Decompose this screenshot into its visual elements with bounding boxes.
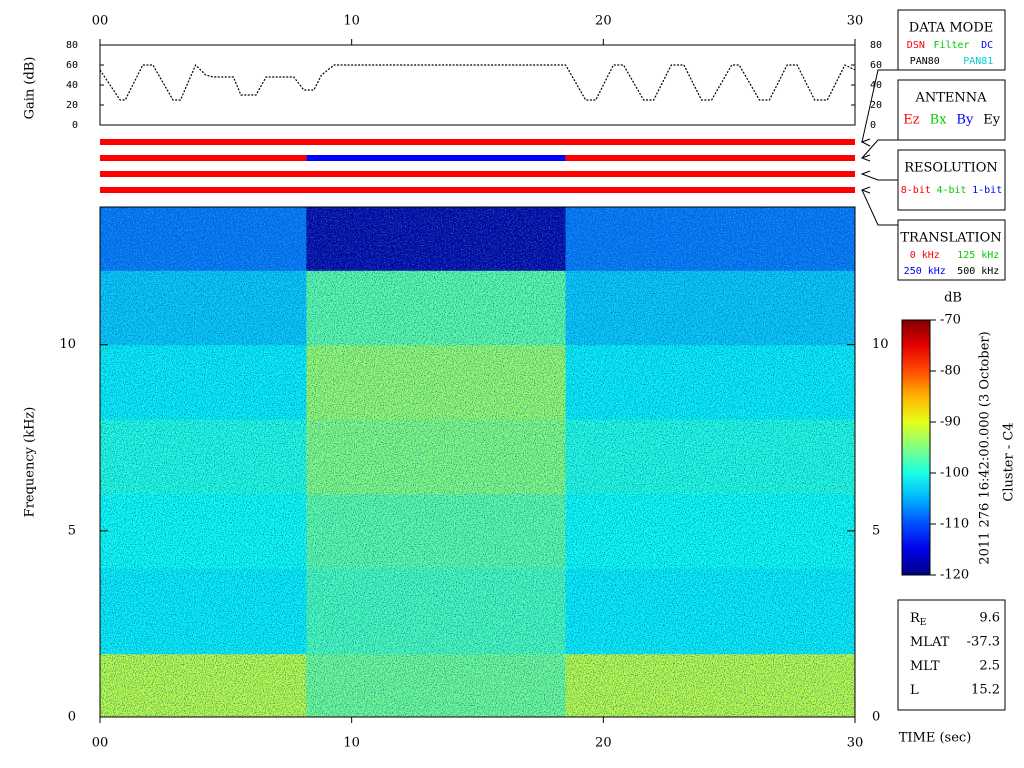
colorbar-tick-label: -100 xyxy=(940,466,969,481)
y-tick-label: 40 xyxy=(66,80,78,91)
y-tick-label: 10 xyxy=(872,337,889,352)
panel-item: PAN81 xyxy=(963,56,993,67)
y-tick-label: 10 xyxy=(59,337,76,352)
info-value: 15.2 xyxy=(971,683,1000,698)
y-tick-label: 20 xyxy=(870,100,882,111)
info-box xyxy=(897,599,1006,711)
y-tick-label: 60 xyxy=(66,60,78,71)
panel-item: PAN80 xyxy=(910,56,940,67)
panel-item: Filter xyxy=(933,40,969,51)
band-segment xyxy=(100,139,855,145)
band-segment xyxy=(100,155,307,161)
x-axis-label: TIME (sec) xyxy=(899,731,972,746)
band-segment xyxy=(100,171,855,177)
panel-item: Ez xyxy=(903,113,919,128)
panel-title: ANTENNA xyxy=(914,91,987,106)
info-label: MLT xyxy=(910,659,940,674)
panel-item: 8-bit xyxy=(901,185,931,196)
panel-title: DATA MODE xyxy=(909,21,993,36)
panel-item: 1-bit xyxy=(972,185,1002,196)
info-label: MLAT xyxy=(910,635,950,650)
connector xyxy=(860,186,898,226)
y-tick-label: 80 xyxy=(870,40,882,51)
panel-item: By xyxy=(956,113,974,128)
panel-item: Ey xyxy=(983,113,1000,128)
info-label: RE xyxy=(910,611,926,628)
y-tick-label: 40 xyxy=(870,80,882,91)
y-tick-label: 0 xyxy=(870,120,876,131)
panel-item: 250 kHz xyxy=(904,266,946,277)
x-tick-label: 30 xyxy=(847,736,864,751)
colorbar-tick-label: -90 xyxy=(940,415,961,430)
x-tick-label: 00 xyxy=(92,14,109,29)
data-mode-box xyxy=(897,9,1006,71)
x-tick-label: 10 xyxy=(343,736,360,751)
y-tick-label: 0 xyxy=(68,710,76,725)
info-label: L xyxy=(910,683,919,698)
colorbar-tick-label: -110 xyxy=(940,517,969,532)
timestamp: 2011 276 16:42:00.000 (3 October) xyxy=(978,331,993,564)
y-axis-label: Gain (dB) xyxy=(23,57,38,120)
antenna-box xyxy=(897,79,1006,141)
panel-item: 500 kHz xyxy=(957,266,999,277)
info-label-text: L xyxy=(910,683,919,698)
y-tick-label: 5 xyxy=(68,523,76,538)
info-label-text: MLT xyxy=(910,659,940,674)
colorbar-label: dB xyxy=(944,291,962,306)
y-tick-label: 0 xyxy=(72,120,78,131)
band-segment xyxy=(306,155,566,161)
colorbar-tick-label: -120 xyxy=(940,568,969,583)
connector xyxy=(860,69,898,147)
panel-item: Bx xyxy=(930,113,948,128)
connector xyxy=(860,139,898,162)
translation-box xyxy=(897,219,1006,281)
x-tick-label: 00 xyxy=(92,736,109,751)
info-label-text: R xyxy=(910,611,921,626)
y-tick-label: 20 xyxy=(66,100,78,111)
resolution-box xyxy=(897,149,1006,211)
info-value: 9.6 xyxy=(979,611,1000,626)
info-value: -37.3 xyxy=(967,635,1000,650)
spacecraft: Cluster - C4 xyxy=(1002,422,1017,501)
y-tick-label: 5 xyxy=(872,523,880,538)
panel-item: 0 kHz xyxy=(910,250,940,261)
x-tick-label: 10 xyxy=(343,14,360,29)
panel-item: DC xyxy=(981,40,993,51)
spectrogram-frame xyxy=(99,206,856,718)
x-tick-label: 30 xyxy=(847,14,864,29)
panel-title: TRANSLATION xyxy=(900,231,1001,246)
panel-item: 125 kHz xyxy=(957,250,999,261)
info-label-sub: E xyxy=(920,618,927,628)
colorbar-tick-label: -70 xyxy=(940,313,961,328)
connector xyxy=(860,170,898,181)
gain-frame xyxy=(99,44,856,126)
colorbar-tick-label: -80 xyxy=(940,364,961,379)
y-tick-label: 80 xyxy=(66,40,78,51)
y-axis-label: Frequency (kHz) xyxy=(23,407,38,518)
panel-item: DSN xyxy=(907,40,925,51)
x-tick-label: 20 xyxy=(595,14,612,29)
info-label-text: MLAT xyxy=(910,635,950,650)
panel-title: RESOLUTION xyxy=(904,161,998,176)
panel-item: 4-bit xyxy=(936,185,966,196)
y-tick-label: 60 xyxy=(870,60,882,71)
band-segment xyxy=(100,187,855,193)
y-tick-label: 0 xyxy=(872,710,880,725)
gain-line xyxy=(99,63,856,101)
band-segment xyxy=(565,155,855,161)
colorbar xyxy=(901,319,931,576)
speckle-texture xyxy=(100,207,855,717)
info-value: 2.5 xyxy=(979,659,1000,674)
x-tick-label: 20 xyxy=(595,736,612,751)
